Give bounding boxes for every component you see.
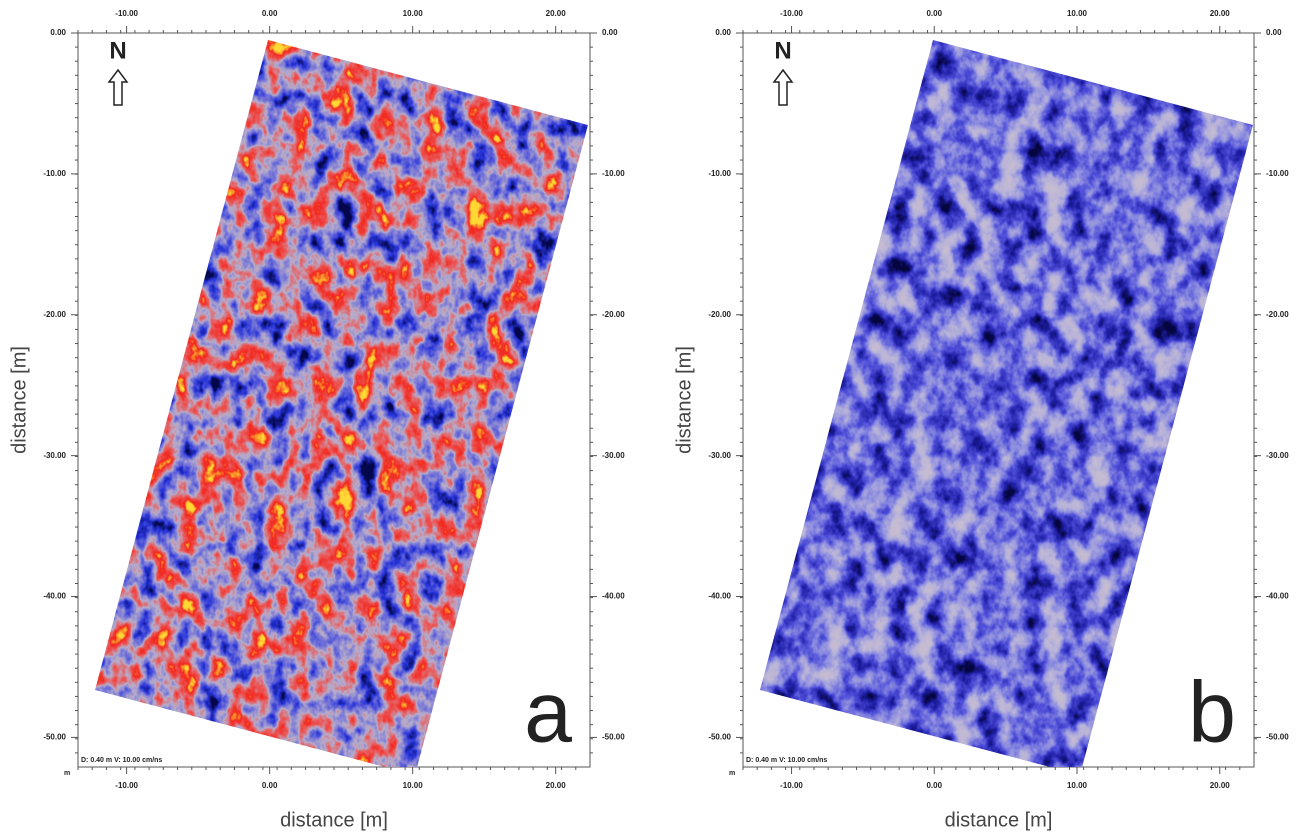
y-tick-label: -40.00: [602, 592, 625, 601]
north-arrow: [107, 68, 129, 106]
corner-label: m: [729, 770, 735, 777]
y-tick-label: 0.00: [50, 28, 66, 37]
x-tick-label: 10.00: [403, 9, 424, 18]
panel: -10.00 -10.00 0.00 0.00 10.00 10.00 20.00 20.00…: [8, 9, 625, 831]
y-tick-label: -20.00: [708, 310, 731, 319]
x-tick-label: 20.00: [546, 781, 567, 790]
radargram: [760, 40, 1253, 767]
y-tick-label: 0.00: [715, 28, 731, 37]
y-tick-label: -40.00: [708, 592, 731, 601]
y-tick-label: -30.00: [602, 451, 625, 460]
x-tick-label: 0.00: [926, 9, 942, 18]
x-tick-label: 20.00: [1210, 781, 1231, 790]
y-tick-label: -10.00: [602, 169, 625, 178]
x-tick-label: 0.00: [926, 781, 942, 790]
x-tick-label: 10.00: [1067, 781, 1088, 790]
x-tick-label: 20.00: [1210, 9, 1231, 18]
y-tick-label: 0.00: [1266, 28, 1282, 37]
corner-label: m: [64, 770, 70, 777]
y-tick-label: -20.00: [1266, 310, 1289, 319]
y-tick-label: -10.00: [43, 169, 66, 178]
x-tick-label: -10.00: [115, 781, 138, 790]
x-tick-label: -10.00: [780, 781, 803, 790]
panel-label: b: [1188, 665, 1236, 761]
y-axis-title: distance [m]: [8, 346, 30, 454]
north-label: N: [774, 37, 791, 64]
north-label: N: [109, 37, 126, 64]
y-tick-label: -10.00: [1266, 169, 1289, 178]
y-tick-label: -20.00: [43, 310, 66, 319]
panel-label: a: [524, 665, 572, 761]
y-tick-label: 0.00: [602, 28, 618, 37]
y-tick-label: -20.00: [602, 310, 625, 319]
x-tick-label: 0.00: [262, 781, 278, 790]
x-tick-label: -10.00: [115, 9, 138, 18]
y-tick-label: -10.00: [708, 169, 731, 178]
y-tick-label: -40.00: [43, 592, 66, 601]
y-tick-label: -40.00: [1266, 592, 1289, 601]
x-tick-label: 10.00: [1067, 9, 1088, 18]
y-tick-label: -50.00: [708, 733, 731, 742]
annotation: D: 0.40 m V: 10.00 cm/ns: [81, 757, 162, 764]
x-tick-label: -10.00: [780, 9, 803, 18]
y-tick-label: -30.00: [43, 451, 66, 460]
x-tick-label: 10.00: [403, 781, 424, 790]
y-tick-label: -30.00: [1266, 451, 1289, 460]
radargram: [95, 40, 588, 767]
y-axis-title: distance [m]: [673, 346, 695, 454]
panel: -10.00 -10.00 0.00 0.00 10.00 10.00 20.00 20.00…: [673, 9, 1289, 831]
x-tick-label: 0.00: [262, 9, 278, 18]
y-tick-label: -50.00: [43, 733, 66, 742]
x-axis-title: distance [m]: [945, 809, 1053, 831]
annotation: D: 0.40 m V: 10.00 cm/ns: [746, 757, 827, 764]
y-tick-label: -30.00: [708, 451, 731, 460]
north-arrow: [772, 68, 794, 106]
y-tick-label: -50.00: [602, 733, 625, 742]
y-tick-label: -50.00: [1266, 733, 1289, 742]
x-axis-title: distance [m]: [280, 809, 388, 831]
x-tick-label: 20.00: [546, 9, 567, 18]
